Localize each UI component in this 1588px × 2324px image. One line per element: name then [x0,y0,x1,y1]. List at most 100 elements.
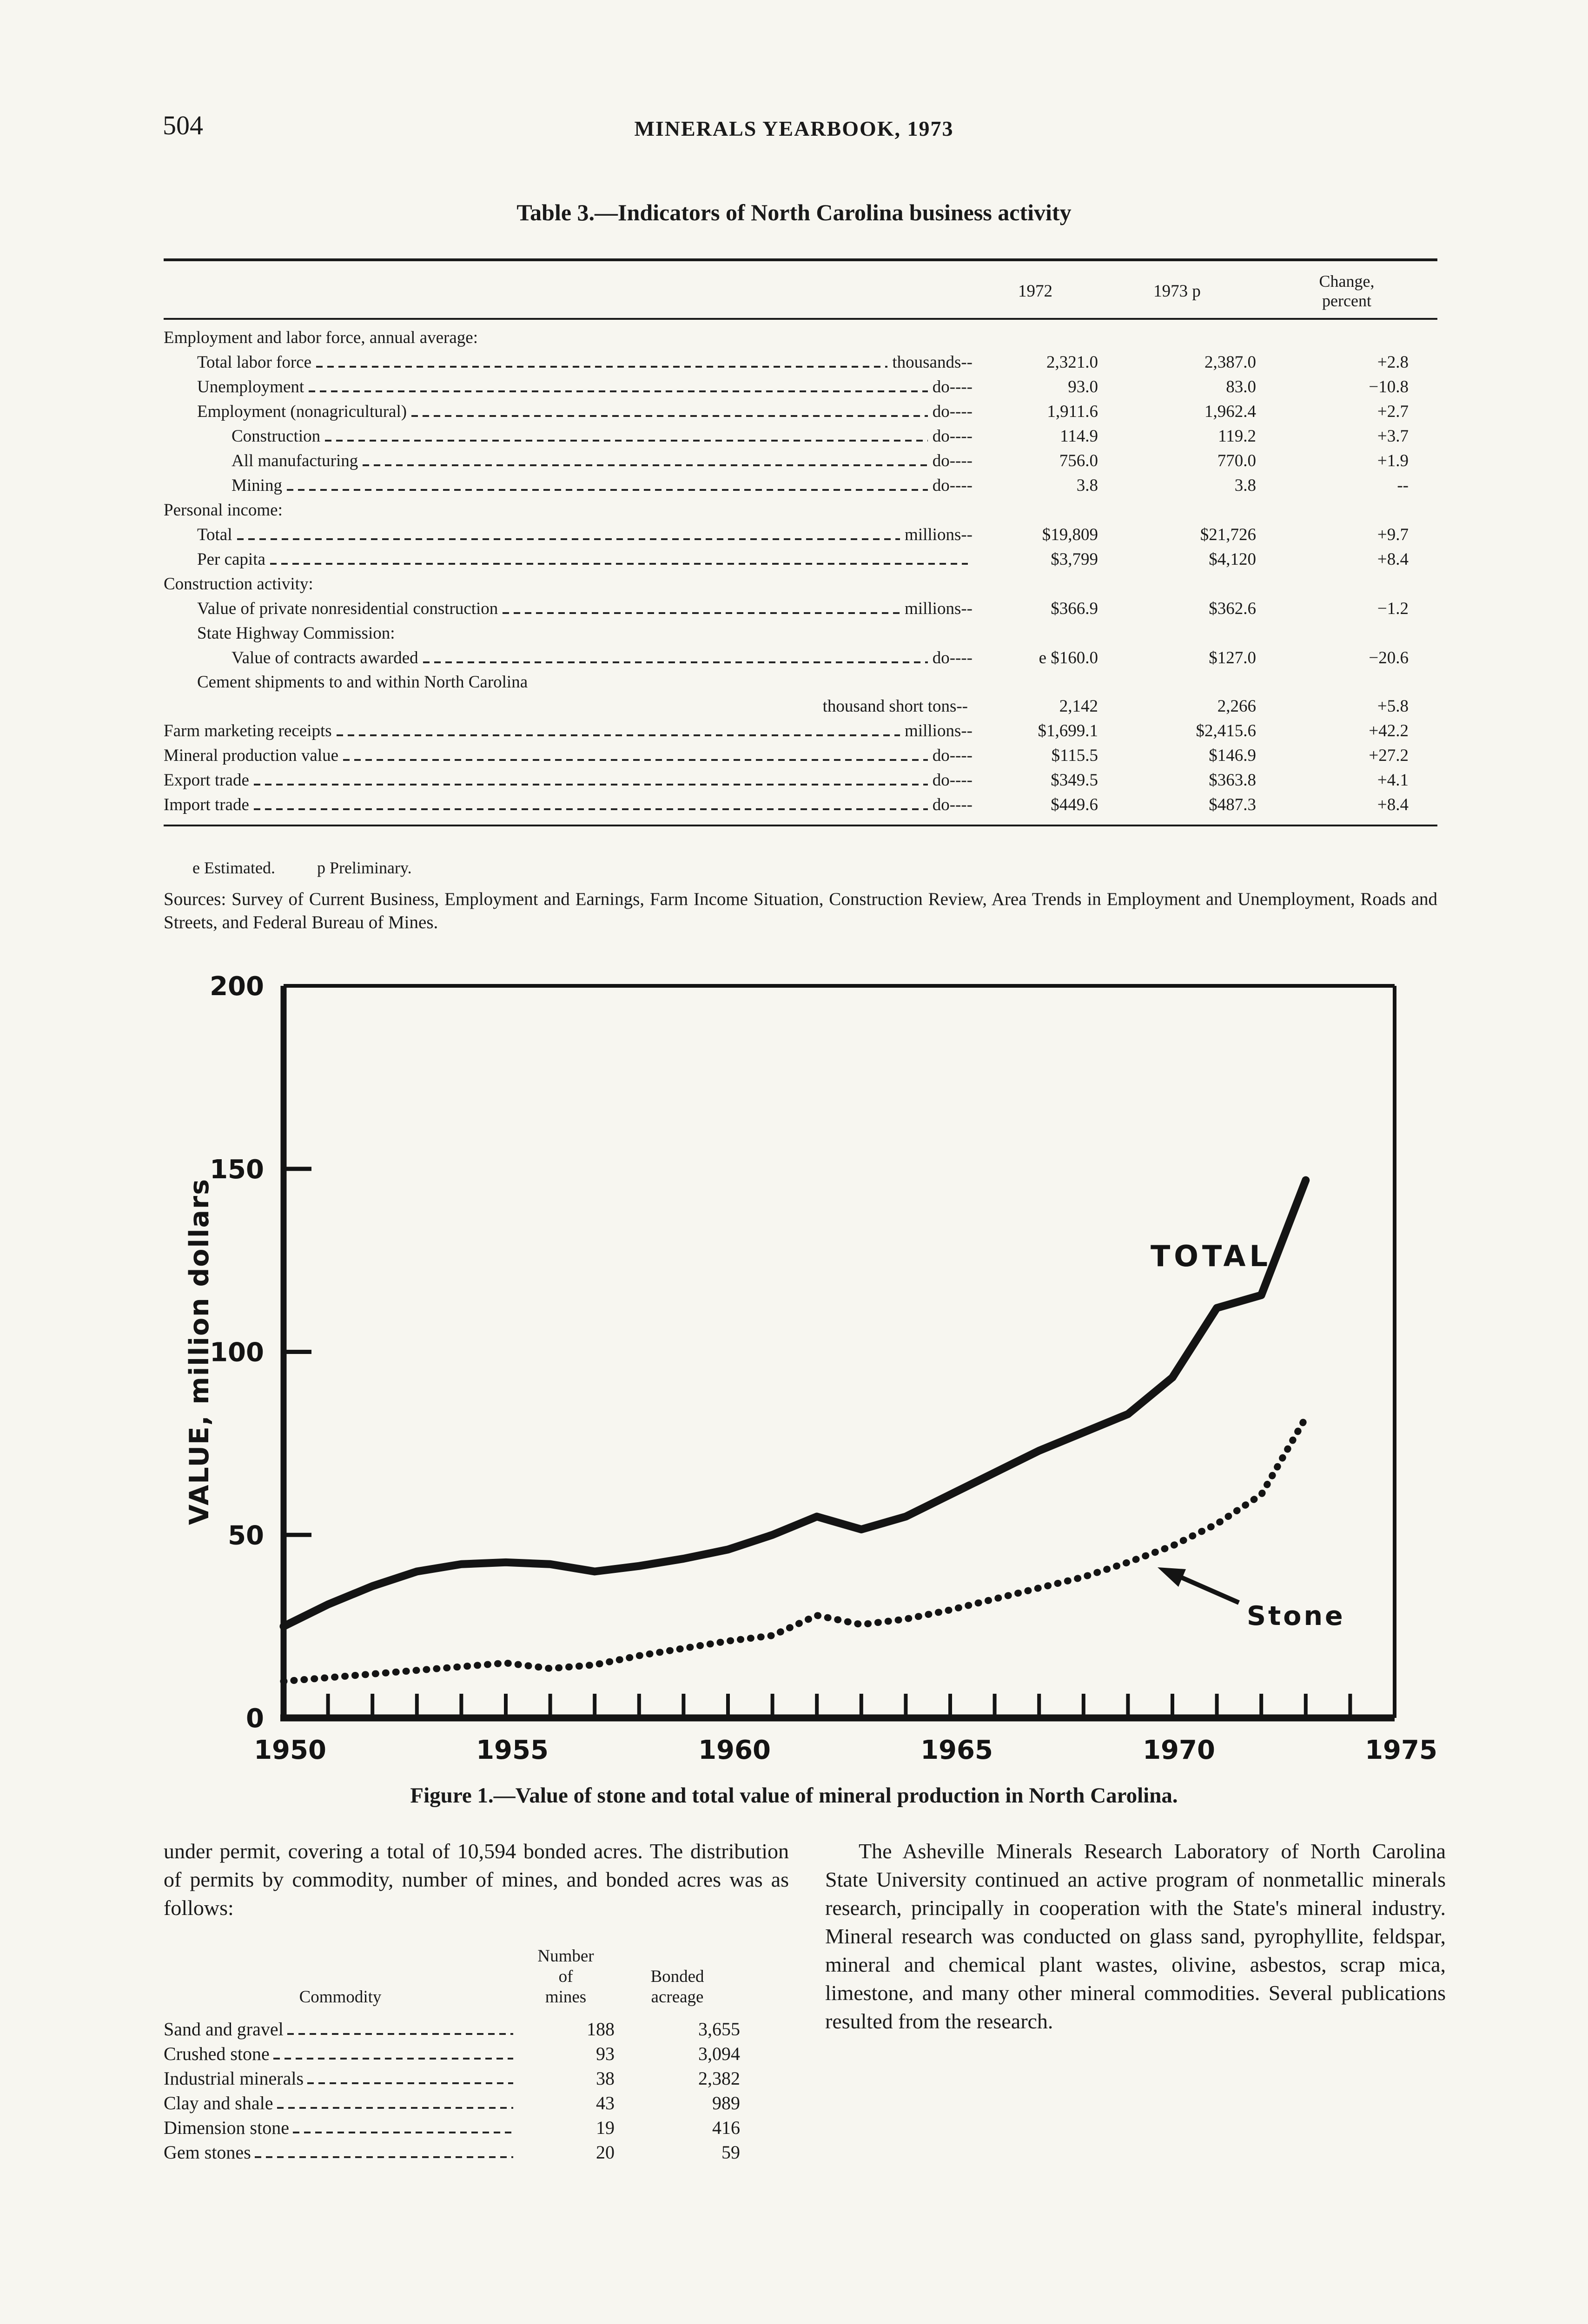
table3-cell: +1.9 [1377,451,1409,470]
table3-row: Import trade do---- $449.6 $487.3 +8.4 [164,792,1437,817]
dash-leader [237,538,900,540]
running-head: MINERALS YEARBOOK, 1973 [634,117,954,140]
mines-count: 19 [596,2117,615,2138]
commodity-name: Dimension stone [164,2115,517,2140]
table3-body: Employment and labor force, annual avera… [164,320,1437,826]
commodity-name: Gem stones [164,2140,517,2165]
table3-cell: e $160.0 [1039,648,1098,667]
table3-cell: 3.8 [1234,476,1256,495]
bonded-acreage: 3,655 [698,2019,740,2040]
table3-cell: +5.8 [1377,697,1409,716]
y-axis-title: VALUE, million dollars [184,1178,215,1525]
table3-title: Table 3.—Indicators of North Carolina bu… [516,199,1072,225]
table3-cell: 119.2 [1218,427,1256,446]
table3-row: Personal income: [164,498,1437,522]
y-tick-label: 200 [210,971,264,1002]
bonded-acreage: 3,094 [698,2043,740,2064]
dash-leader [287,2033,513,2035]
dash-leader [253,808,928,810]
table3-row: Cement shipments to and within North Car… [164,670,1437,719]
commodity-table-header: Commodity Number of mines Bonded acreage [164,1946,740,2007]
x-tick-label: 1950 [254,1735,326,1765]
mines-count: 93 [596,2043,615,2064]
mines-col-header: Number of mines [537,1947,594,2007]
table3-cell: $349.5 [1051,771,1098,790]
figure-caption: Figure 1.—Value of stone and total value… [410,1783,1178,1808]
col-header-change-percent: Change, percent [1319,272,1375,310]
table3-row-label: Value of contracts awarded do---- [232,648,973,667]
table3-cell: $3,799 [1051,550,1098,569]
table3-cell: 2,321.0 [1046,353,1098,372]
commodity-row: Clay and shale 43 989 [164,2091,740,2115]
table3-cell: +9.7 [1377,525,1409,544]
table3-row-label: Mineral production value do---- [164,746,973,765]
table3-row: Value of contracts awarded do---- e $160.0… [164,646,1437,670]
table3-cell: $146.9 [1209,746,1256,765]
table3-cell: $449.6 [1051,795,1098,814]
table3-cell: +42.2 [1369,721,1409,740]
table3-row: Export trade do---- $349.5 $363.8 +4.1 [164,768,1437,792]
x-tick-label: 1970 [1143,1735,1215,1765]
commodity-row: Industrial minerals 38 2,382 [164,2066,740,2091]
table3-cell: 756.0 [1059,451,1098,470]
table3-cell: 3.8 [1076,476,1098,495]
stone-line [280,1414,1310,1685]
table3-cell: −20.6 [1369,648,1409,667]
x-tick-label: 1965 [920,1735,993,1765]
right-paragraph: The Asheville Minerals Research Laborato… [825,1839,1446,2033]
table3-cell: −10.8 [1369,377,1409,396]
table3-cell: +27.2 [1369,746,1409,765]
left-column: under permit, covering a total of 10,594… [164,1837,789,2165]
commodity-row: Gem stones 20 59 [164,2140,740,2165]
table3-row-label: Value of private nonresidential construc… [197,599,973,618]
x-tick-label: 1955 [476,1735,549,1765]
commodity-table: Commodity Number of mines Bonded acreage… [164,1946,740,2165]
table3-row: Construction activity: [164,572,1437,596]
table3-cell: +4.1 [1377,771,1409,790]
x-tick-label: 1975 [1365,1735,1437,1765]
table3-cell: $1,699.1 [1038,721,1098,740]
table3-cell: +8.4 [1377,795,1409,814]
table3-cell: -- [1397,476,1409,495]
commodity-row: Sand and gravel 188 3,655 [164,2017,740,2041]
commodity-name: Sand and gravel [164,2017,517,2041]
dash-leader [270,563,968,565]
table3-row-label: Construction do---- [232,427,973,446]
dash-leader [286,489,928,491]
table3-cell: $487.3 [1209,795,1256,814]
table3-cell: 1,962.4 [1204,402,1256,421]
table3-row-label: Mining do---- [232,476,973,495]
table3: 1972 1973 p Change, percent Employment a… [164,258,1437,826]
y-tick-label: 100 [210,1338,264,1368]
dash-leader [309,390,928,392]
dash-leader [503,612,900,614]
table3-cell: $362.6 [1209,599,1256,618]
table3-row-label: Employment and labor force, annual avera… [164,328,478,347]
total-series-label: TOTAL [1151,1239,1271,1273]
mines-count: 188 [587,2019,615,2040]
dash-leader [411,415,928,417]
y-tick-label: 150 [210,1155,264,1185]
y-tick-label: 0 [246,1703,264,1734]
stone-series-label: Stone [1247,1601,1345,1631]
dash-leader [363,464,928,466]
table3-row: Mining do---- 3.8 3.8 -- [164,473,1437,498]
table3-row: Farm marketing receipts millions-- $1,699.… [164,719,1437,743]
table3-row-label: Employment (nonagricultural) do---- [197,402,973,421]
commodity-name: Clay and shale [164,2091,517,2115]
bonded-acreage: 59 [721,2142,740,2163]
stone-annotation: Stone [1158,1567,1345,1631]
table3-row: Value of private nonresidential construc… [164,596,1437,621]
table3-sources: Sources: Survey of Current Business, Emp… [164,889,1437,932]
mines-count: 38 [596,2068,615,2089]
col-header-1973: 1973 p [1153,281,1201,301]
table3-row: Total millions-- $19,809 $21,726 +9.7 [164,522,1437,547]
commodity-name: Crushed stone [164,2041,517,2066]
bonded-acreage: 2,382 [698,2068,740,2089]
commodity-name: Industrial minerals [164,2066,517,2091]
table3-cell: $127.0 [1209,648,1256,667]
mines-count: 43 [596,2093,615,2113]
table3-row: All manufacturing do---- 756.0 770.0 +1.9 [164,449,1437,473]
table3-row-label: Construction activity: [164,574,313,594]
stone-arrow-head [1158,1567,1186,1587]
